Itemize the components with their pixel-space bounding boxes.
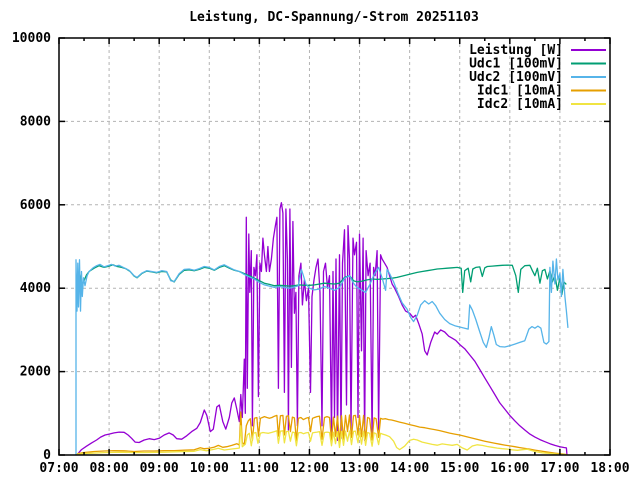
series-line-idc2 (76, 425, 567, 456)
y-tick-label: 2000 (20, 365, 51, 380)
legend-label: Idc2 [10mA] (477, 97, 563, 112)
series-layer (75, 202, 569, 456)
y-tick-label: 10000 (12, 31, 51, 46)
x-tick-label: 08:00 (90, 461, 129, 476)
x-tick-label: 10:00 (190, 461, 229, 476)
y-tick-label: 0 (43, 448, 51, 463)
legend-label: Leistung [W] (469, 43, 563, 58)
x-tick-label: 11:00 (240, 461, 279, 476)
y-tick-label: 6000 (20, 198, 51, 213)
y-tick-label: 4000 (20, 281, 51, 296)
grid-layer (59, 38, 610, 455)
x-tick-label: 13:00 (340, 461, 379, 476)
x-tick-label: 14:00 (390, 461, 429, 476)
x-tick-label: 16:00 (490, 461, 529, 476)
x-tick-label: 18:00 (590, 461, 629, 476)
series-line-leistung (76, 202, 568, 455)
legend-layer: Leistung [W]Udc1 [100mV]Udc2 [100mV]Idc1… (469, 43, 606, 112)
legend-label: Udc2 [100mV] (469, 70, 563, 85)
chart-title: Leistung, DC-Spannung/-Strom 20251103 (189, 10, 479, 25)
legend-label: Idc1 [10mA] (477, 84, 563, 99)
series-line-idc1 (76, 411, 568, 456)
legend-label: Udc1 [100mV] (469, 57, 563, 72)
y-tick-label: 8000 (20, 114, 51, 129)
x-tick-label: 07:00 (39, 461, 78, 476)
series-line-udc2 (75, 258, 569, 456)
x-tick-label: 15:00 (440, 461, 479, 476)
x-tick-label: 09:00 (140, 461, 179, 476)
axis-layer: 07:00 08:00 09:00 10:00 11:00 12:00 13:00 14:00… (12, 31, 630, 476)
x-tick-label: 12:00 (290, 461, 329, 476)
x-tick-label: 17:00 (540, 461, 579, 476)
series-line-udc1 (77, 264, 567, 296)
